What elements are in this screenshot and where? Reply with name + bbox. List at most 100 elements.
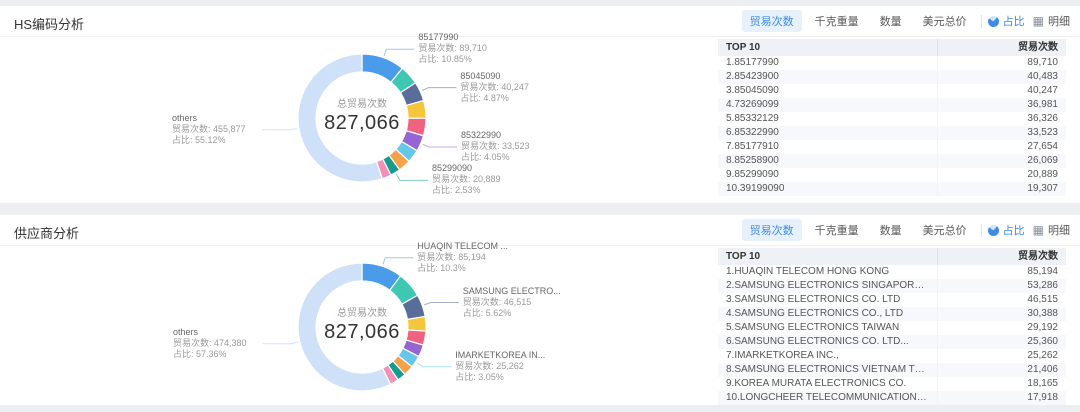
metric-tab-1[interactable]: 千克重量	[814, 225, 859, 237]
callout-leader-line	[382, 257, 414, 265]
callout-name: 85177990	[418, 32, 459, 43]
callout-value: 40,247	[501, 81, 529, 92]
table-header-name: TOP 10	[726, 251, 761, 262]
detail-view-button[interactable]: ▦ 明细	[1033, 222, 1070, 238]
metric-tab-0[interactable]: 贸易次数	[741, 10, 802, 32]
callout-prefix: 贸易次数:	[462, 296, 504, 307]
metric-tab-2[interactable]: 数量	[879, 16, 902, 28]
donut-segment[interactable]	[297, 262, 392, 392]
callout-prefix: 占比:	[460, 92, 484, 103]
callout-name: HUAQIN TELECOM ...	[417, 240, 509, 251]
panel-header: HS编码分析 贸易次数 千克重量 数量 美元总价 占比 ▦ 明细	[0, 6, 1080, 37]
row-label: 4.SAMSUNG ELECTRONICS CO., LTD	[726, 308, 904, 319]
metric-tab-0[interactable]: 贸易次数	[741, 219, 802, 241]
table-row: 1.HUAQIN TELECOM HONG KONG 85,194	[718, 265, 1066, 279]
callout-prefix: 贸易次数:	[171, 123, 213, 134]
top10-table: TOP 10 贸易次数 1.HUAQIN TELECOM HONG KONG 85…	[718, 248, 1066, 405]
callout-prefix: 贸易次数:	[460, 140, 502, 151]
metric-tab-2[interactable]: 数量	[879, 225, 902, 237]
callout-leader-line	[422, 143, 457, 148]
toolbar-divider	[980, 223, 982, 237]
table-icon: ▦	[1032, 14, 1044, 28]
chart-callout: 85045090 贸易次数: 40,247 占比: 4.87%	[460, 71, 529, 104]
view-toggle-group: 占比 ▦ 明细	[987, 13, 1070, 29]
callout-value: 474,380	[213, 337, 247, 348]
panel-body: 总贸易次数 827,066 85177990 贸易次数: 89,710 占比: 10…	[0, 32, 1080, 203]
chart-callout: SAMSUNG ELECTRO... 贸易次数: 46,515 占比: 5.62%	[463, 286, 561, 319]
callout-pct-line: 占比: 10.85%	[418, 54, 487, 65]
chart-callout: 85299090 贸易次数: 20,889 占比: 2.53%	[432, 163, 501, 196]
callout-pct-line: 占比: 57.36%	[173, 349, 259, 360]
callout-leader-line	[395, 174, 429, 181]
pie-icon	[987, 224, 999, 236]
callout-value: 89,710	[459, 43, 487, 54]
table-row: 5.85332129 36,326	[718, 112, 1066, 126]
table-row: 1.85177990 89,710	[718, 56, 1066, 70]
callout-value-line: 贸易次数: 455,877	[172, 124, 258, 135]
callout-pct-line: 占比: 5.62%	[463, 308, 561, 319]
callout-prefix: 贸易次数:	[455, 360, 497, 371]
donut-chart: 总贸易次数 827,066 85177990 贸易次数: 89,710 占比: 10…	[0, 32, 700, 203]
row-value: 18,165	[937, 377, 1066, 391]
panel-title: HS编码分析	[14, 17, 85, 32]
row-label: 4.73269099	[726, 99, 779, 110]
callout-prefix: 占比:	[460, 151, 484, 162]
row-value: 25,360	[937, 335, 1066, 349]
callout-leader-line	[424, 302, 459, 306]
row-label: 1.85177990	[726, 57, 779, 68]
table-header-row: TOP 10 贸易次数	[718, 248, 1066, 265]
callout-prefix: 贸易次数:	[417, 251, 459, 262]
chart-callout: HUAQIN TELECOM ... 贸易次数: 85,194 占比: 10.3%	[417, 241, 508, 274]
ratio-view-button[interactable]: 占比	[987, 222, 1025, 238]
callout-value: 3.05%	[478, 371, 504, 382]
callout-pct-line: 占比: 4.05%	[461, 152, 530, 163]
toolbar: 贸易次数 千克重量 数量 美元总价 占比 ▦ 明细	[741, 219, 1070, 241]
row-label: 8.85258900	[726, 155, 779, 166]
row-label: 7.85177910	[726, 141, 779, 152]
chart-callout: others 贸易次数: 455,877 占比: 55.12%	[172, 113, 258, 146]
donut-segment[interactable]	[406, 315, 427, 332]
callout-value: 10.3%	[440, 262, 466, 273]
table-row: 6.SAMSUNG ELECTRONICS CO. LTD... 25,360	[718, 335, 1066, 349]
callout-prefix: 占比:	[432, 185, 456, 196]
table-row: 4.SAMSUNG ELECTRONICS CO., LTD 30,388	[718, 307, 1066, 321]
callout-value: 33,523	[502, 140, 530, 151]
callout-value-line: 贸易次数: 33,523	[461, 141, 530, 152]
metric-tab-1[interactable]: 千克重量	[814, 16, 859, 28]
table-icon: ▦	[1032, 223, 1044, 237]
metric-tab-3[interactable]: 美元总价	[922, 225, 967, 237]
callout-value-line: 贸易次数: 46,515	[463, 297, 561, 308]
row-value: 17,918	[937, 391, 1066, 405]
callout-value: 4.05%	[484, 151, 510, 162]
donut-segment[interactable]	[297, 53, 383, 183]
row-label: 2.SAMSUNG ELECTRONICS SINGAPORE PTE. LTD	[726, 280, 937, 291]
row-value: 25,262	[937, 349, 1066, 363]
callout-leader-line	[417, 362, 452, 368]
panel-title: 供应商分析	[14, 226, 80, 241]
callout-name: others	[172, 326, 198, 337]
callout-value: 55.12%	[194, 134, 226, 145]
panel-header: 供应商分析 贸易次数 千克重量 数量 美元总价 占比 ▦ 明细	[0, 215, 1080, 246]
callout-value: 455,877	[212, 123, 246, 134]
callout-leader-line	[383, 48, 415, 56]
row-label: 3.SAMSUNG ELECTRONICS CO. LTD	[726, 294, 901, 305]
detail-view-button[interactable]: ▦ 明细	[1033, 13, 1070, 29]
view-toggle-label: 占比	[1002, 225, 1025, 237]
callout-value-line: 贸易次数: 40,247	[460, 82, 529, 93]
callout-value: 5.62%	[485, 307, 512, 318]
metric-tab-3[interactable]: 美元总价	[922, 16, 967, 28]
donut-chart: 总贸易次数 827,066 HUAQIN TELECOM ... 贸易次数: 85…	[0, 241, 700, 412]
row-value: 19,307	[937, 182, 1066, 196]
row-label: 7.IMARKETKOREA INC.,	[726, 350, 839, 361]
chart-callout: IMARKETKOREA IN... 贸易次数: 25,262 占比: 3.05%	[455, 350, 545, 383]
ratio-view-button[interactable]: 占比	[987, 13, 1025, 29]
callout-value: 2.53%	[455, 185, 481, 196]
row-label: 3.85045090	[726, 85, 779, 96]
metric-tab-group: 贸易次数 千克重量 数量 美元总价	[741, 219, 975, 241]
row-value: 36,981	[937, 98, 1066, 112]
callout-leader-line	[421, 87, 457, 92]
top10-table: TOP 10 贸易次数 1.85177990 89,710 2.85423900 40…	[718, 39, 1066, 196]
metric-tab-group: 贸易次数 千克重量 数量 美元总价	[741, 10, 975, 32]
chart-callout: 85322990 贸易次数: 33,523 占比: 4.05%	[461, 130, 530, 163]
callout-value-line: 贸易次数: 20,889	[432, 174, 501, 185]
